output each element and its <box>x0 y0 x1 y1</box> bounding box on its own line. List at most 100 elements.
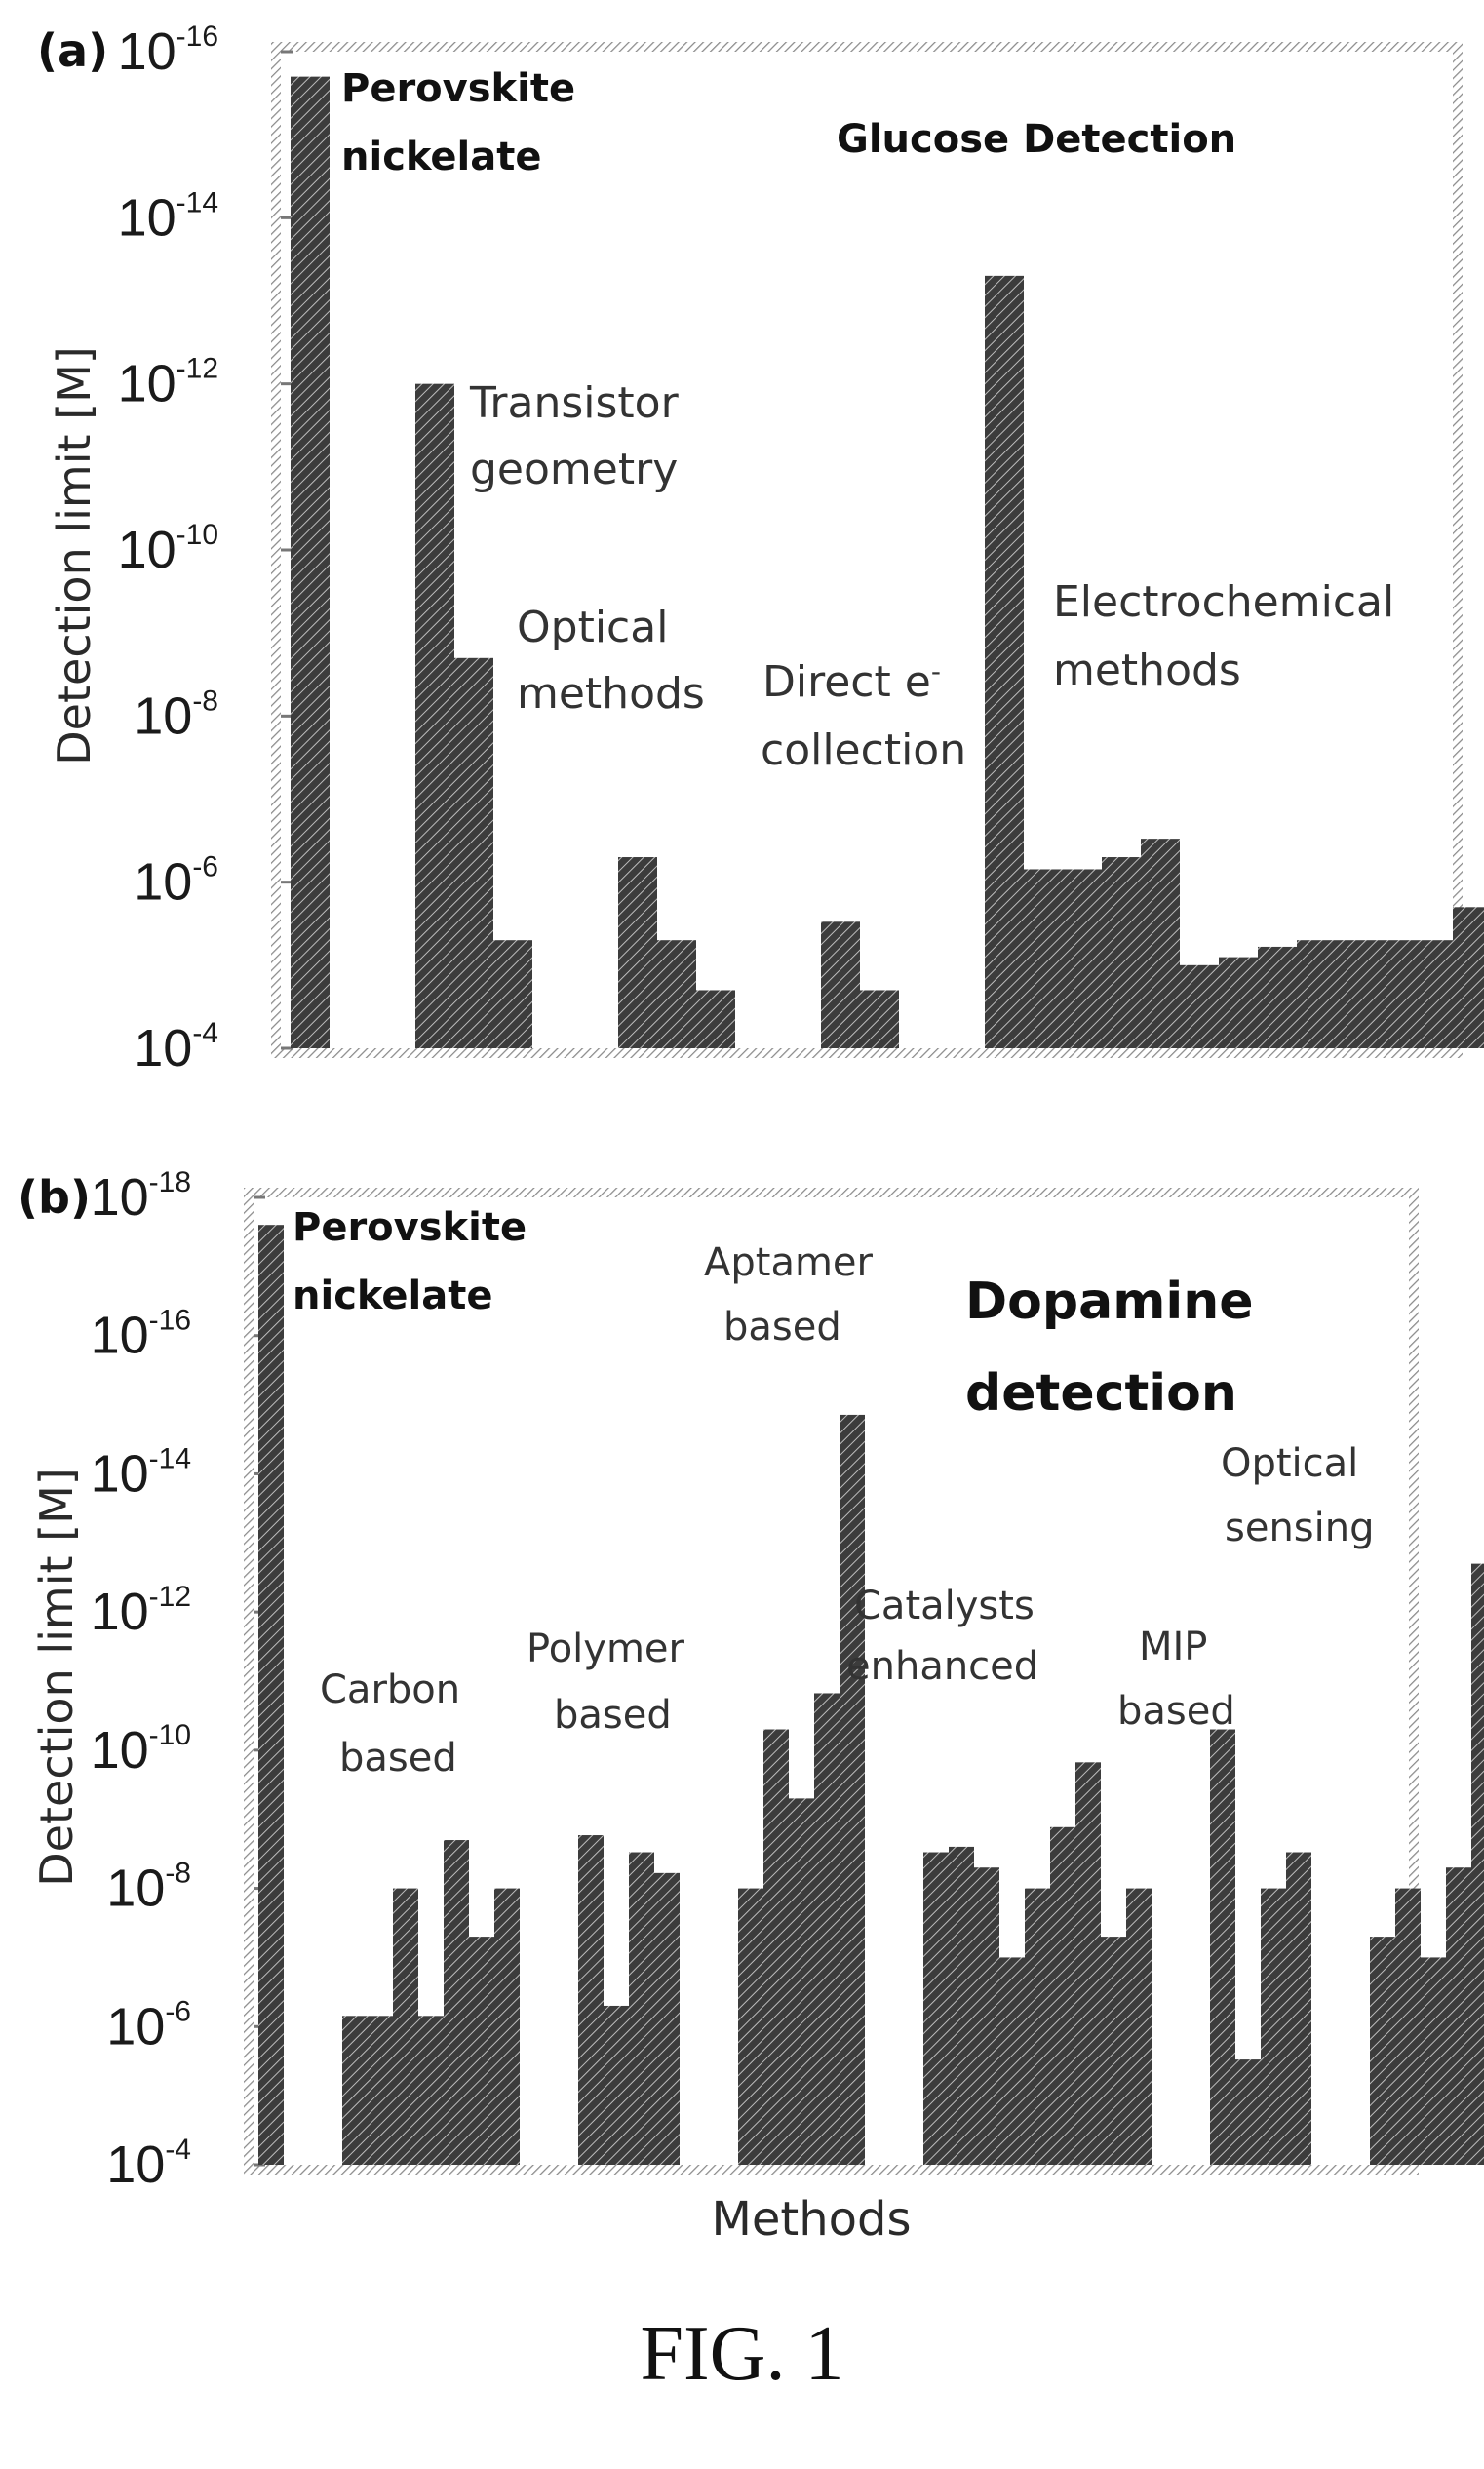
panel-a-label-perovskite-line1: Perovskite <box>341 66 575 111</box>
panel-b-y-tick-label: 10-18 <box>91 1166 191 1227</box>
panel-b-bar <box>923 1852 949 2165</box>
panel-b-label-mip-line2: based <box>1117 1689 1235 1734</box>
panel-a-y-tick-label: 10-8 <box>134 685 218 745</box>
panel-a-label-perovskite-line2: nickelate <box>341 135 542 179</box>
panel-a-bar <box>1219 957 1258 1048</box>
panel-a-label: (a) <box>37 24 108 77</box>
panel-a-bar <box>1102 857 1141 1048</box>
panel-b-y-tick-label: 10-16 <box>91 1305 191 1365</box>
panel-b-title-line2: detection <box>965 1364 1237 1423</box>
panel-a-label-optical-line2: methods <box>517 669 705 719</box>
panel-a-label-direct-line2: collection <box>761 725 966 775</box>
panel-a-bar <box>618 857 657 1048</box>
panel-b-bar <box>1395 1888 1421 2165</box>
panel-a-bar <box>1063 869 1102 1048</box>
panel-a-y-tick-label: 10-12 <box>118 353 218 413</box>
panel-a-title: Glucose Detection <box>837 117 1236 162</box>
panel-b-bars <box>258 1225 1484 2165</box>
panel-b-bar <box>368 2016 393 2165</box>
panel-a-bar <box>1336 940 1375 1048</box>
panel-b-bar <box>654 1872 680 2165</box>
panel-b-bar <box>258 1225 284 2165</box>
panel-b-bar <box>1101 1937 1126 2165</box>
panel-b-bar <box>578 1835 604 2165</box>
panel-b-bar <box>1286 1852 1311 2165</box>
panel-a-y-tick-label: 10-10 <box>118 519 218 579</box>
panel-b-label-catalysts-line2: enhanced <box>846 1644 1038 1689</box>
panel-a-bar <box>657 940 696 1048</box>
panel-b-bar <box>1370 1937 1395 2165</box>
panel-b-bar <box>763 1729 789 2165</box>
panel-b-label-perovskite-line1: Perovskite <box>293 1205 527 1250</box>
panel-a-bar <box>415 383 454 1049</box>
panel-b-y-tick-label: 10-12 <box>91 1581 191 1641</box>
panel-a-bar <box>1414 940 1453 1048</box>
panel-b-bar <box>814 1693 840 2165</box>
panel-a-bars <box>291 76 1484 1049</box>
panel-b-bar <box>604 2005 629 2165</box>
panel-b-label-polymer-line1: Polymer <box>527 1626 685 1671</box>
panel-b-bar <box>738 1888 763 2165</box>
panel-a-bar <box>860 990 899 1048</box>
panel-a-label-electrochemical-line2: methods <box>1053 646 1241 695</box>
panel-b-bar <box>1446 1867 1471 2165</box>
panel-b-bar <box>393 1888 418 2165</box>
panel-a-bar <box>1297 940 1336 1048</box>
panel-a-y-tick-label: 10-4 <box>134 1017 218 1078</box>
panel-a-glucose-chart: 10-16 10-14 10-12 10-10 10-8 10-6 10-4 (a) Det… <box>37 20 1484 1078</box>
panel-a-bar <box>1258 946 1297 1048</box>
panel-b-bar <box>342 2016 368 2165</box>
panel-b-label-optical-line2: sensing <box>1225 1506 1375 1550</box>
panel-b-frame <box>244 1188 1419 2175</box>
panel-a-bar <box>696 990 735 1048</box>
panel-a-label-direct-line1: Direct e- <box>762 655 941 707</box>
panel-b-y-tick-label: 10-10 <box>91 1719 191 1780</box>
panel-a-frame <box>271 42 1463 1058</box>
panel-a-label-transistor-line2: geometry <box>470 445 678 494</box>
panel-b-bar <box>789 1798 814 2165</box>
panel-b-label-carbon-line1: Carbon <box>320 1667 460 1712</box>
panel-a-bar <box>1375 940 1414 1048</box>
panel-b-x-axis-label: Methods <box>711 2192 911 2247</box>
panel-b-label-polymer-line2: based <box>554 1693 672 1738</box>
panel-b-label: (b) <box>18 1171 91 1224</box>
panel-b-y-tick-label: 10-4 <box>106 2134 191 2194</box>
panel-b-label-aptamer-line2: based <box>723 1305 841 1350</box>
panel-b-bar <box>469 1937 494 2165</box>
panel-b-bar <box>1471 1563 1484 2165</box>
panel-b-bar <box>1025 1888 1050 2165</box>
panel-a-y-tick-label: 10-14 <box>118 186 218 247</box>
panel-b-y-ticks: 10-18 10-16 10-14 10-12 10-10 10-8 10-6 10-4 <box>91 1166 265 2194</box>
panel-a-y-ticks: 10-16 10-14 10-12 10-10 10-8 10-6 10-4 <box>118 20 293 1078</box>
panel-a-y-tick-label: 10-6 <box>134 851 218 912</box>
panel-b-bar <box>1210 1729 1235 2165</box>
panel-b-label-carbon-line2: based <box>339 1736 457 1781</box>
panel-b-bar <box>418 2016 444 2165</box>
panel-a-bar <box>821 921 860 1048</box>
panel-b-label-catalysts-line1: Catalysts <box>854 1584 1035 1628</box>
panel-b-bar <box>949 1846 974 2165</box>
panel-a-bar <box>1024 869 1063 1048</box>
panel-a-label-optical-line1: Optical <box>517 603 668 652</box>
panel-b-bar <box>1235 2059 1261 2165</box>
panel-a-label-transistor-line1: Transistor <box>469 378 680 428</box>
panel-a-bar <box>1141 839 1180 1048</box>
panel-b-label-mip-line1: MIP <box>1139 1625 1207 1669</box>
panel-b-dopamine-chart: 10-18 10-16 10-14 10-12 10-10 10-8 10-6 10-4 (b… <box>18 1166 1484 2247</box>
panel-b-bar <box>1421 1957 1446 2165</box>
panel-b-bar <box>494 1888 520 2165</box>
panel-b-bar <box>629 1852 654 2165</box>
panel-b-bar <box>444 1840 469 2165</box>
panel-b-title-line1: Dopamine <box>965 1273 1254 1331</box>
panel-a-bar <box>985 275 1024 1048</box>
panel-b-label-optical-line1: Optical <box>1221 1441 1358 1486</box>
panel-a-y-axis-label: Detection limit [M] <box>48 346 100 764</box>
panel-b-label-perovskite-line2: nickelate <box>293 1274 493 1318</box>
panel-b-bar <box>1075 1762 1101 2165</box>
panel-b-bar <box>1050 1826 1075 2165</box>
panel-b-y-tick-label: 10-6 <box>106 1995 191 2056</box>
panel-b-label-aptamer-line1: Aptamer <box>704 1240 874 1285</box>
panel-a-bar <box>291 76 330 1049</box>
panel-a-bar <box>454 657 493 1048</box>
